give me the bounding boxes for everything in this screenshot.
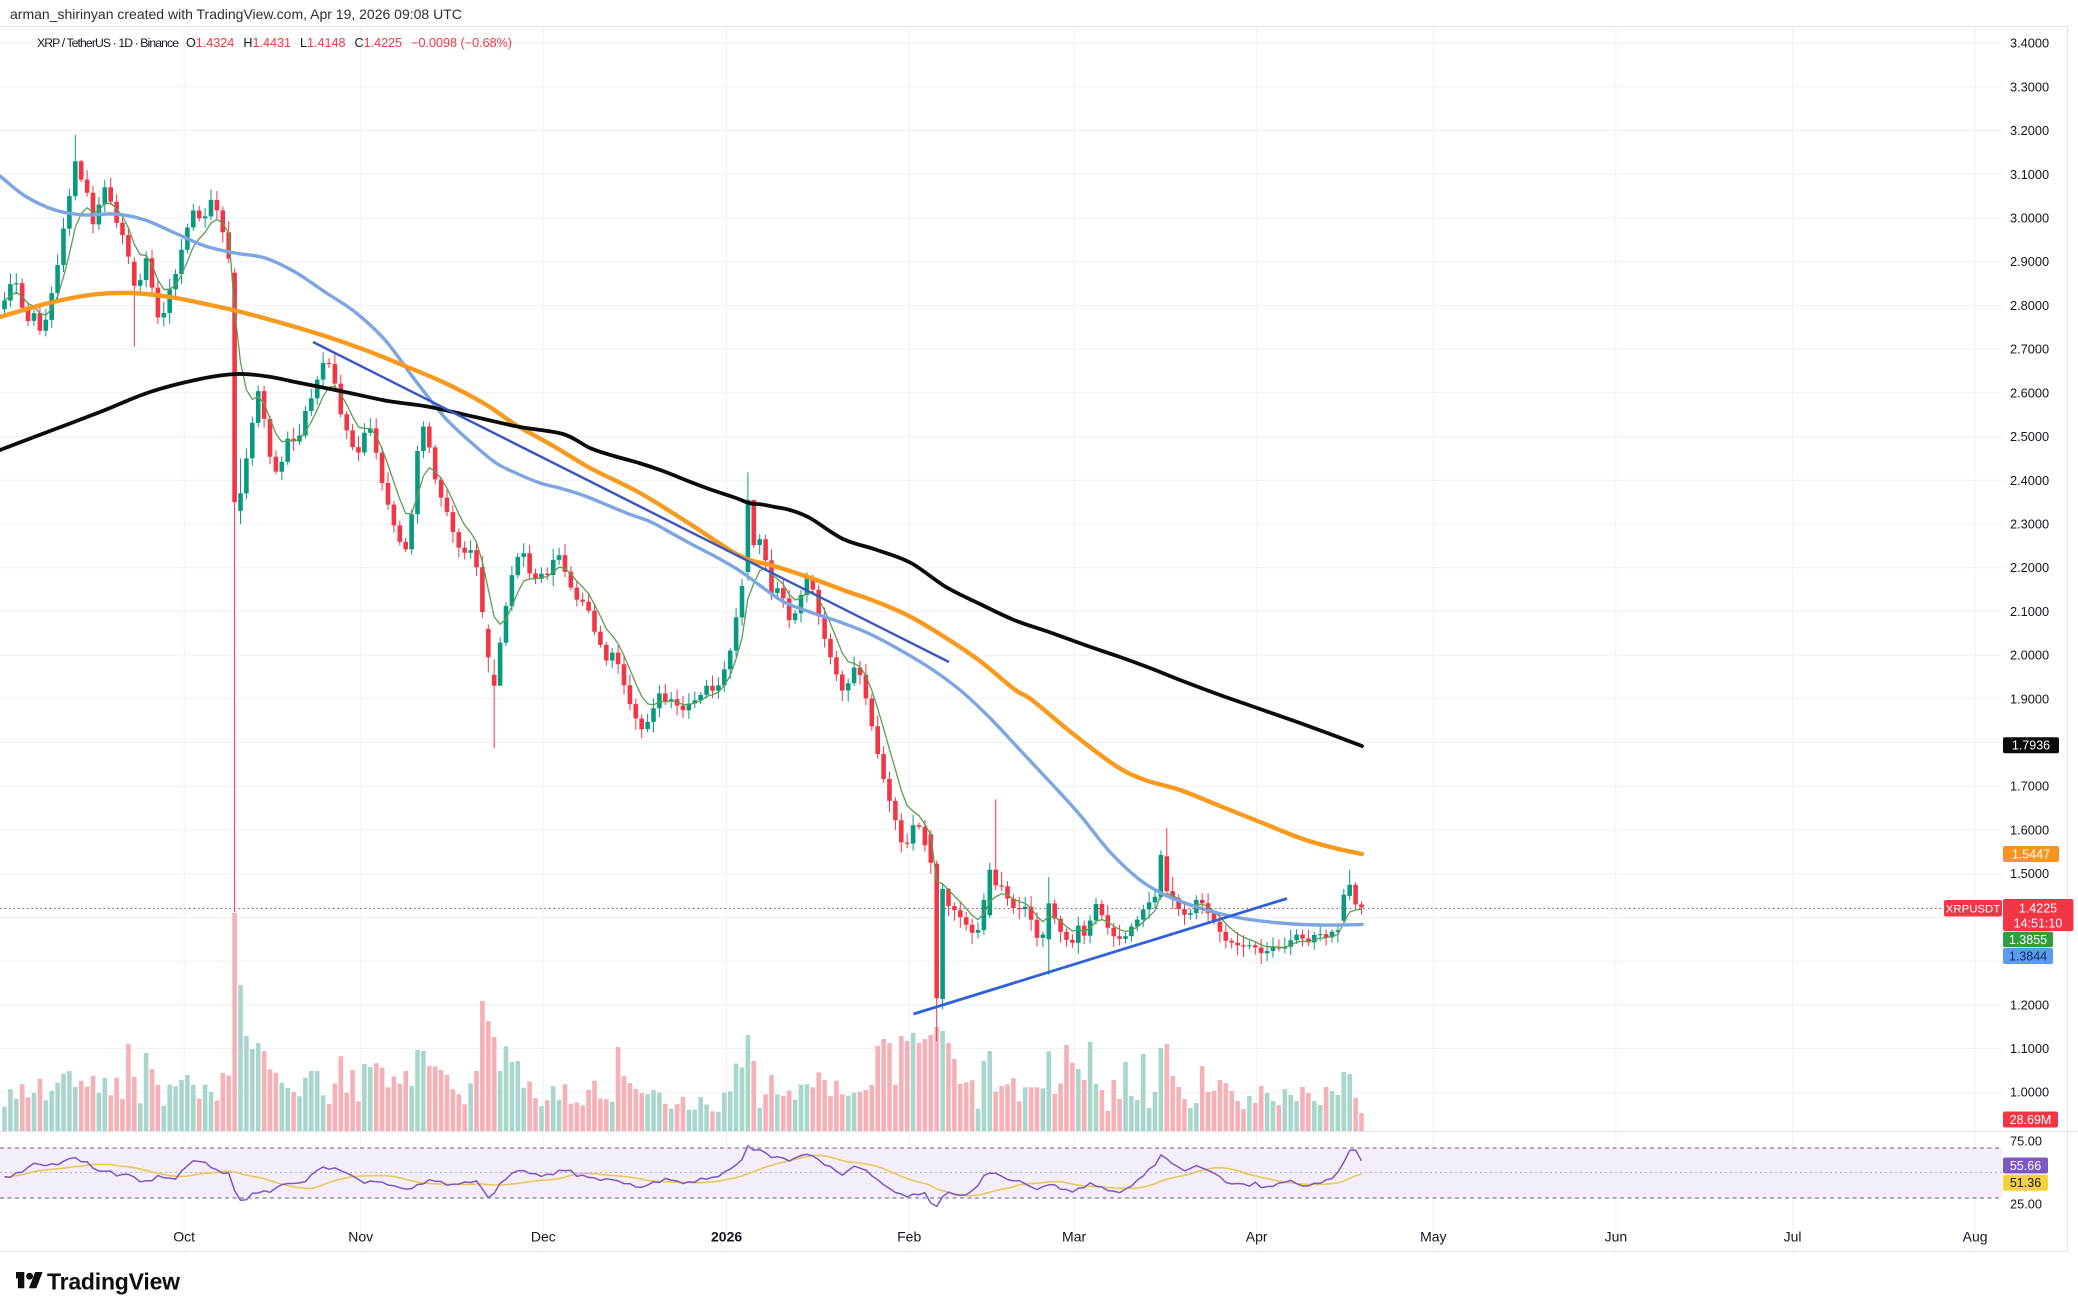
svg-text:2026: 2026 xyxy=(711,1229,742,1245)
svg-text:2.3000: 2.3000 xyxy=(2010,517,2049,532)
svg-text:2.0000: 2.0000 xyxy=(2010,648,2049,663)
svg-text:25.00: 25.00 xyxy=(2010,1197,2042,1212)
svg-text:Mar: Mar xyxy=(1062,1229,1086,1245)
svg-text:1.4225: 1.4225 xyxy=(2019,902,2057,916)
svg-text:Apr: Apr xyxy=(1246,1229,1268,1245)
svg-text:3.1000: 3.1000 xyxy=(2010,167,2049,182)
svg-text:3.2000: 3.2000 xyxy=(2010,123,2049,138)
svg-text:14:51:10: 14:51:10 xyxy=(2014,917,2063,931)
svg-text:XRPUSDT: XRPUSDT xyxy=(1946,904,2000,916)
svg-text:Jun: Jun xyxy=(1605,1229,1628,1245)
svg-text:2.9000: 2.9000 xyxy=(2010,254,2049,269)
svg-text:1.6000: 1.6000 xyxy=(2010,822,2049,837)
svg-text:1.7936: 1.7936 xyxy=(2012,739,2050,753)
svg-text:1.3855: 1.3855 xyxy=(2009,933,2047,947)
svg-text:Oct: Oct xyxy=(173,1229,195,1245)
svg-text:51.36: 51.36 xyxy=(2010,1176,2041,1190)
svg-text:1.0000: 1.0000 xyxy=(2010,1085,2049,1100)
svg-text:2.7000: 2.7000 xyxy=(2010,342,2049,357)
svg-text:1.5447: 1.5447 xyxy=(2012,847,2050,861)
svg-text:1.9000: 1.9000 xyxy=(2010,691,2049,706)
svg-text:Aug: Aug xyxy=(1963,1229,1988,1245)
svg-text:75.00: 75.00 xyxy=(2010,1134,2042,1149)
svg-text:28.69M: 28.69M xyxy=(2010,1113,2052,1127)
svg-text:Dec: Dec xyxy=(531,1229,556,1245)
svg-text:2.6000: 2.6000 xyxy=(2010,385,2049,400)
svg-text:1.7000: 1.7000 xyxy=(2010,779,2049,794)
svg-text:2.5000: 2.5000 xyxy=(2010,429,2049,444)
svg-text:Jul: Jul xyxy=(1784,1229,1802,1245)
svg-text:3.0000: 3.0000 xyxy=(2010,211,2049,226)
svg-text:May: May xyxy=(1420,1229,1446,1245)
svg-text:Nov: Nov xyxy=(348,1229,373,1245)
svg-text:1.1000: 1.1000 xyxy=(2010,1041,2049,1056)
svg-text:2.8000: 2.8000 xyxy=(2010,298,2049,313)
svg-text:2.4000: 2.4000 xyxy=(2010,473,2049,488)
svg-text:TradingView: TradingView xyxy=(47,1269,180,1295)
svg-text:55.66: 55.66 xyxy=(2010,1159,2041,1173)
svg-text:3.4000: 3.4000 xyxy=(2010,36,2049,51)
svg-text:Feb: Feb xyxy=(897,1229,921,1245)
svg-text:XRP / TetherUS · 1D · Binance: XRP / TetherUS · 1D · Binance xyxy=(37,36,179,50)
svg-text:2.2000: 2.2000 xyxy=(2010,560,2049,575)
svg-text:2.1000: 2.1000 xyxy=(2010,604,2049,619)
svg-text:1.3844: 1.3844 xyxy=(2009,949,2047,963)
svg-text:1.2000: 1.2000 xyxy=(2010,997,2049,1012)
svg-text:arman_shirinyan created with T: arman_shirinyan created with TradingView… xyxy=(10,6,462,22)
svg-text:3.3000: 3.3000 xyxy=(2010,79,2049,94)
svg-text:1.5000: 1.5000 xyxy=(2010,866,2049,881)
